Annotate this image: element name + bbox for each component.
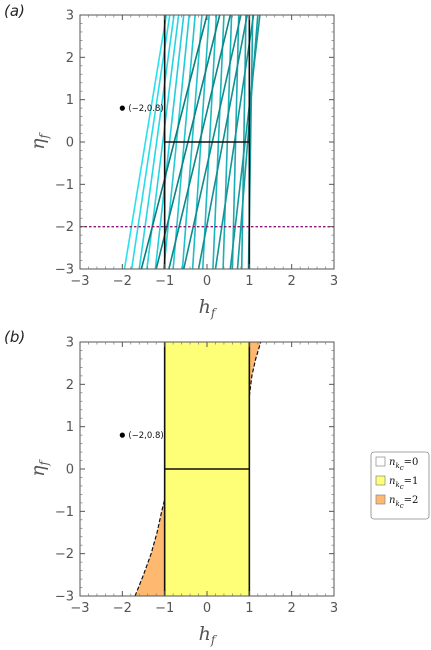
- y-tick-label: 3: [66, 9, 74, 24]
- legend-swatch-0: [375, 456, 386, 467]
- x-tick-label: 3: [330, 274, 338, 289]
- y-axis-title-sub: f: [37, 459, 51, 467]
- x-tick-label: 1: [245, 274, 253, 289]
- legend-label-1: nkc=1: [389, 476, 418, 491]
- x-tick-label: 1: [245, 601, 253, 616]
- y-tick-label: 0: [66, 463, 74, 478]
- x-axis-title-sub: f: [210, 306, 218, 320]
- plot-area: [80, 15, 334, 269]
- y-tick-label: 1: [66, 93, 74, 108]
- legend-label-value: =1: [404, 476, 419, 487]
- x-tick-label: 2: [288, 601, 296, 616]
- legend-label-subsub: c: [400, 483, 404, 491]
- legend-label-sub: k: [395, 481, 399, 489]
- legend-swatch-2: [375, 494, 386, 505]
- y-tick-label: −1: [55, 178, 74, 193]
- point-label: (−2,0.8): [128, 431, 163, 441]
- x-tick-label: −2: [113, 274, 132, 289]
- y-axis-title-main: η: [27, 138, 49, 150]
- legend-swatch-1: [375, 475, 386, 486]
- legend-label-value: =2: [404, 495, 419, 506]
- x-tick-label: −3: [70, 274, 89, 289]
- x-tick-label: −1: [155, 601, 174, 616]
- y-axis-title: ηf: [27, 459, 51, 477]
- x-axis-title-main: h: [199, 296, 211, 318]
- x-tick-label: 0: [203, 274, 211, 289]
- region-n2-lower: [135, 499, 165, 596]
- legend-label-main: n: [389, 457, 395, 468]
- y-tick-label: 1: [66, 420, 74, 435]
- y-tick-label: 2: [66, 51, 74, 66]
- y-tick-label: 2: [66, 378, 74, 393]
- legend-label-subsub: c: [400, 464, 404, 472]
- legend-label-main: n: [389, 476, 395, 487]
- legend-label-value: =0: [404, 457, 419, 468]
- legend-box: [370, 451, 430, 520]
- legend-label-2: nkc=2: [389, 495, 418, 510]
- panel-label: (a): [4, 2, 25, 20]
- y-tick-label: −3: [55, 590, 74, 605]
- y-tick-label: 0: [66, 136, 74, 151]
- legend-label-subsub: c: [400, 502, 404, 510]
- family-line-1: [130, 15, 171, 269]
- y-tick-label: 3: [66, 336, 74, 351]
- plot-area: [134, 342, 262, 596]
- x-tick-label: 0: [203, 601, 211, 616]
- boundary-lower: [134, 499, 166, 596]
- legend-label-sub: k: [395, 462, 399, 470]
- y-tick-label: −1: [55, 505, 74, 520]
- x-axis-title-sub: f: [210, 633, 218, 647]
- x-tick-label: 2: [288, 274, 296, 289]
- x-axis-title-main: h: [199, 623, 211, 645]
- point-label: (−2,0.8): [128, 104, 163, 114]
- x-tick-label: −2: [113, 601, 132, 616]
- data-point: [119, 432, 125, 438]
- y-axis-title: ηf: [27, 132, 51, 150]
- legend-label-main: n: [389, 495, 395, 506]
- x-axis-title: hf: [199, 623, 218, 647]
- y-axis-title-main: η: [27, 465, 49, 477]
- panel-label: (b): [4, 328, 25, 346]
- y-axis-title-sub: f: [37, 132, 51, 140]
- legend-label-sub: k: [395, 500, 399, 508]
- x-tick-label: −3: [70, 601, 89, 616]
- data-point: [119, 105, 125, 111]
- y-tick-label: −2: [55, 547, 74, 562]
- legend-label-0: nkc=0: [389, 457, 418, 472]
- y-tick-label: −3: [55, 263, 74, 278]
- region-n2-upper: [249, 342, 261, 397]
- y-tick-label: −2: [55, 220, 74, 235]
- x-axis-title: hf: [199, 296, 218, 320]
- x-tick-label: 3: [330, 601, 338, 616]
- x-tick-label: −1: [155, 274, 174, 289]
